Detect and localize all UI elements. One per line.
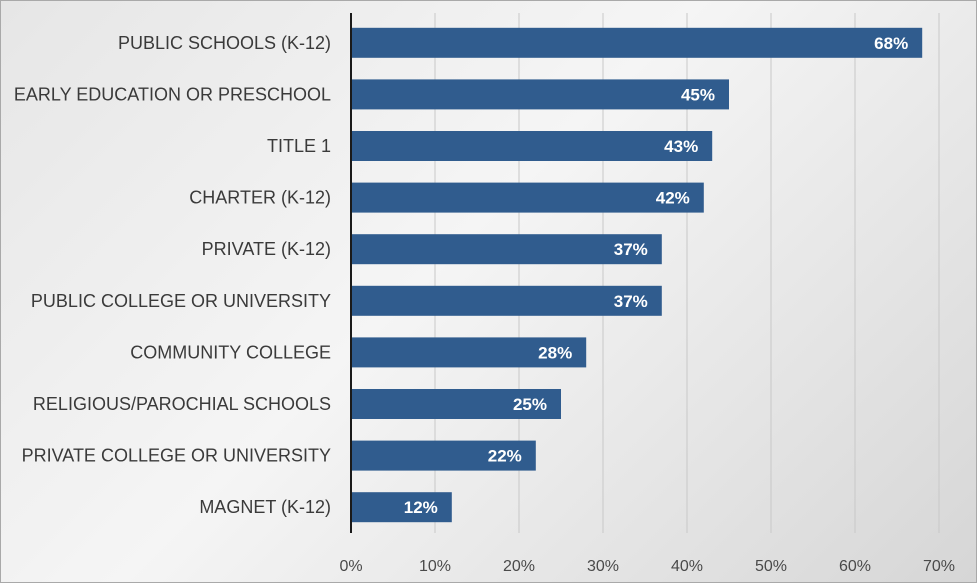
data-label: 68%: [874, 34, 908, 53]
x-axis-tick-labels: 0% 10% 20% 30% 40% 50% 60% 70%: [339, 558, 955, 575]
data-label: 22%: [488, 447, 522, 466]
data-label: 43%: [664, 137, 698, 156]
x-tick-label: 70%: [923, 558, 955, 575]
bar: [351, 79, 729, 110]
data-label: 42%: [656, 189, 690, 208]
data-label: 25%: [513, 395, 547, 414]
category-label: PUBLIC COLLEGE OR UNIVERSITY: [31, 291, 331, 311]
data-label: 37%: [614, 240, 648, 259]
bar: [351, 492, 452, 523]
bar: [351, 27, 923, 58]
x-tick-label: 50%: [755, 558, 787, 575]
category-labels: PUBLIC SCHOOLS (K-12) EARLY EDUCATION OR …: [14, 33, 331, 517]
category-label: PUBLIC SCHOOLS (K-12): [118, 33, 331, 53]
category-label: MAGNET (K-12): [199, 497, 331, 517]
bar: [351, 440, 536, 471]
bar: [351, 234, 662, 265]
category-label: RELIGIOUS/PAROCHIAL SCHOOLS: [33, 394, 331, 414]
data-label: 28%: [538, 343, 572, 362]
category-label: PRIVATE (K-12): [202, 239, 331, 259]
x-tick-label: 10%: [419, 558, 451, 575]
bar: [351, 182, 704, 213]
x-tick-label: 60%: [839, 558, 871, 575]
x-tick-label: 30%: [587, 558, 619, 575]
bar: [351, 285, 662, 316]
data-label: 45%: [681, 85, 715, 104]
data-label: 37%: [614, 292, 648, 311]
x-tick-label: 40%: [671, 558, 703, 575]
bar: [351, 131, 713, 161]
x-tick-label: 20%: [503, 558, 535, 575]
category-label: PRIVATE COLLEGE OR UNIVERSITY: [22, 446, 331, 466]
category-label: COMMUNITY COLLEGE: [130, 342, 331, 362]
bar: [351, 389, 561, 419]
x-tick-label: 0%: [339, 558, 362, 575]
bars: 68% 45% 43% 42% 37% 37% 28% 25% 22% 12%: [351, 27, 923, 523]
bar: [351, 337, 587, 368]
data-label: 12%: [404, 498, 438, 517]
category-label: EARLY EDUCATION OR PRESCHOOL: [14, 84, 331, 104]
category-label: TITLE 1: [267, 136, 331, 156]
category-label: CHARTER (K-12): [189, 188, 331, 208]
